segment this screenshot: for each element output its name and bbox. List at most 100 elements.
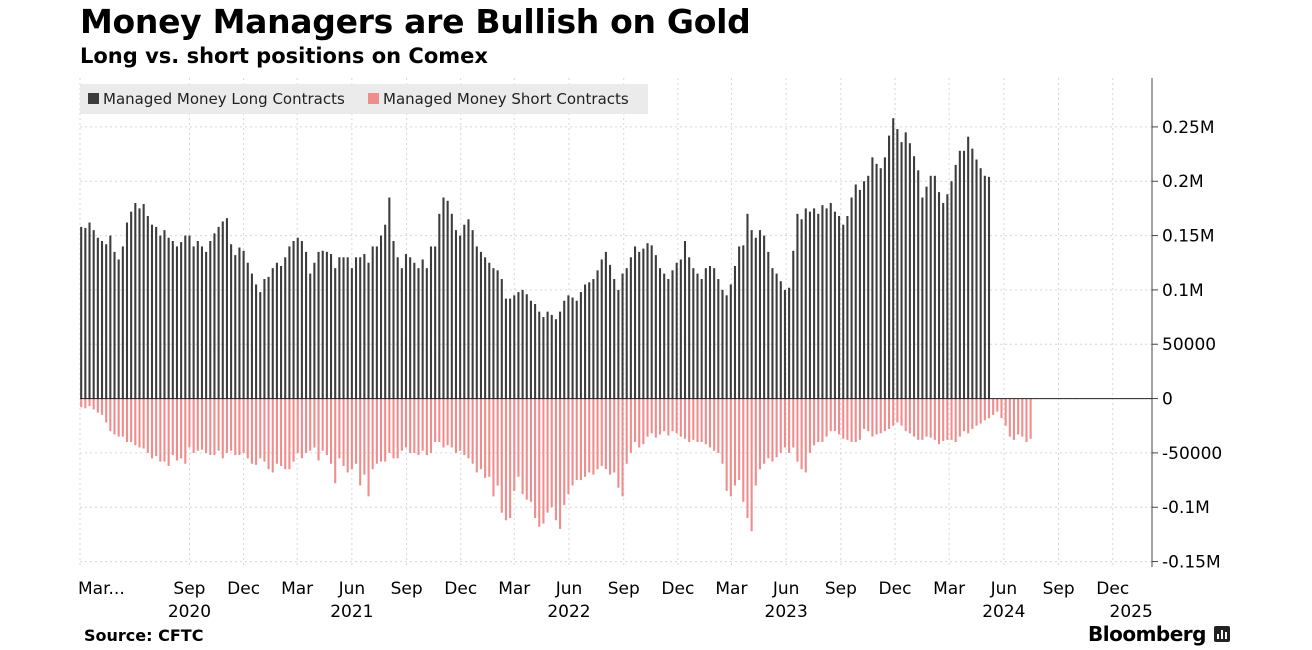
short-bar xyxy=(396,398,399,459)
short-bar xyxy=(454,398,458,453)
long-bar xyxy=(434,246,437,399)
short-bar xyxy=(234,398,237,456)
long-bar xyxy=(271,268,274,399)
long-bar xyxy=(246,262,249,399)
short-bar xyxy=(413,398,416,453)
long-bar xyxy=(983,175,986,399)
long-bar xyxy=(321,250,324,399)
short-bar xyxy=(317,398,320,461)
long-bar xyxy=(767,251,770,399)
short-bar xyxy=(334,398,337,484)
x-year-label: 2023 xyxy=(765,602,808,622)
long-bar xyxy=(783,289,786,399)
long-bar xyxy=(717,279,720,399)
short-bar xyxy=(767,398,770,459)
short-bar xyxy=(271,398,274,473)
short-bar xyxy=(513,398,516,491)
long-bar xyxy=(459,235,462,399)
short-bar xyxy=(117,398,120,437)
long-bar xyxy=(625,268,628,399)
long-bar xyxy=(125,222,129,399)
long-bar xyxy=(509,298,512,399)
long-bar xyxy=(871,157,874,399)
long-bar xyxy=(313,262,316,399)
short-bar xyxy=(821,398,824,443)
short-bar xyxy=(958,398,961,437)
long-bar xyxy=(163,230,166,399)
short-bar xyxy=(213,398,216,456)
long-bar xyxy=(354,257,358,399)
short-bar xyxy=(1004,398,1007,426)
long-bar xyxy=(704,268,707,399)
x-year-label: 2020 xyxy=(168,602,211,622)
long-bar xyxy=(175,246,179,399)
short-bar xyxy=(642,398,645,445)
short-bar xyxy=(883,398,886,432)
long-bar xyxy=(613,279,616,399)
short-bar xyxy=(471,398,474,464)
short-bar xyxy=(592,398,595,475)
long-bar xyxy=(96,237,99,399)
short-bar xyxy=(1029,398,1032,439)
long-bar xyxy=(138,208,141,399)
long-bar xyxy=(609,264,612,399)
short-bar xyxy=(321,398,324,451)
x-tick-label: Mar xyxy=(933,579,965,599)
short-bar xyxy=(429,398,433,453)
short-bar xyxy=(775,398,778,458)
long-bar xyxy=(675,262,678,399)
long-bar xyxy=(325,251,328,399)
long-bar xyxy=(654,255,657,399)
short-bar xyxy=(325,398,328,456)
short-bar xyxy=(996,398,999,412)
long-bar xyxy=(454,230,458,399)
short-bar xyxy=(255,398,258,465)
grid-lines xyxy=(79,78,1152,567)
short-bar xyxy=(704,398,707,445)
short-bar xyxy=(713,398,716,451)
short-bar xyxy=(338,398,341,459)
short-bar xyxy=(504,398,507,521)
short-bar xyxy=(305,398,308,453)
long-bar xyxy=(771,268,774,399)
short-bar xyxy=(180,398,183,459)
long-bar xyxy=(588,282,591,399)
long-bar xyxy=(933,175,936,399)
short-bar xyxy=(588,398,591,473)
long-bar xyxy=(400,268,403,399)
brand-name: Bloomberg xyxy=(1088,622,1206,646)
short-bar xyxy=(771,398,774,462)
long-bar xyxy=(925,186,928,399)
long-bar xyxy=(858,189,861,399)
short-bar xyxy=(417,398,420,456)
short-bar xyxy=(196,398,199,451)
long-bar xyxy=(88,222,91,399)
long-bar xyxy=(571,297,574,399)
short-bar xyxy=(375,398,378,464)
long-bar xyxy=(238,247,241,399)
long-bar xyxy=(725,295,728,399)
short-bar xyxy=(967,398,970,434)
short-bar xyxy=(542,398,545,524)
short-bar xyxy=(679,398,682,437)
short-bar xyxy=(979,398,982,424)
short-bar xyxy=(646,398,649,437)
long-bar xyxy=(879,168,882,399)
long-bar xyxy=(534,304,537,399)
long-bar xyxy=(796,213,799,399)
long-bar xyxy=(962,150,966,399)
short-bar xyxy=(109,398,112,432)
long-bar xyxy=(738,246,741,399)
long-bar xyxy=(342,257,345,399)
short-bar xyxy=(792,398,795,448)
x-tick-label: Dec xyxy=(879,579,912,599)
short-bar xyxy=(663,398,666,432)
short-bar xyxy=(796,398,799,462)
long-bar xyxy=(484,257,487,399)
y-tick-label: 0 xyxy=(1162,390,1173,410)
long-bar xyxy=(213,233,216,399)
short-bar xyxy=(858,398,861,440)
long-bar xyxy=(275,262,278,399)
short-bar xyxy=(167,398,170,466)
